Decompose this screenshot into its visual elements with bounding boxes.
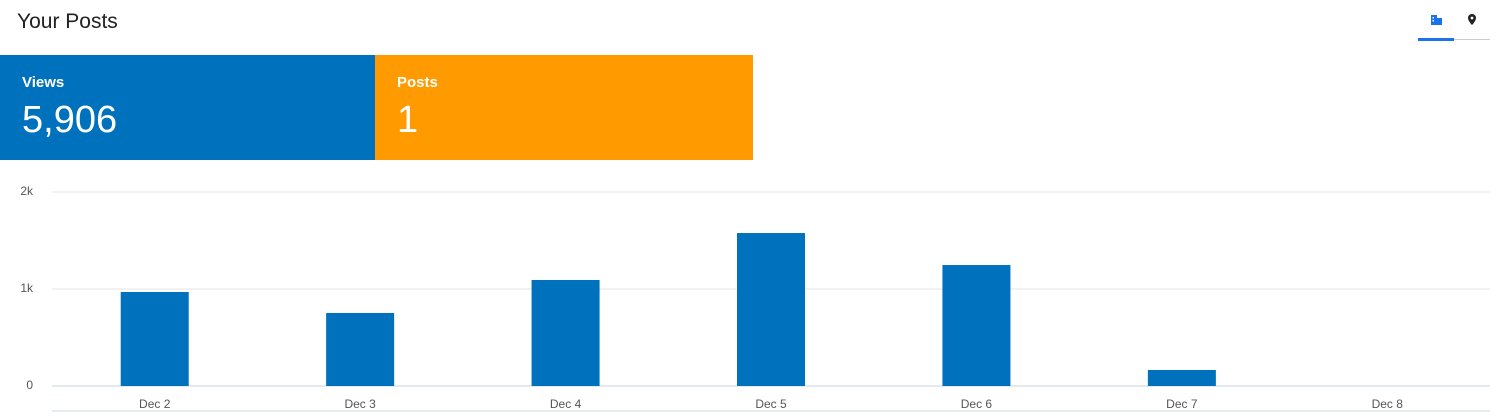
y-tick-label: 0 <box>26 378 33 392</box>
stat-label: Posts <box>397 74 438 91</box>
x-tick-label: Dec 7 <box>1166 397 1198 411</box>
views-card: Views 5,906 <box>0 55 375 160</box>
y-tick-label: 1k <box>20 281 34 295</box>
y-tick-label: 2k <box>20 184 34 198</box>
stat-label: Views <box>22 74 65 91</box>
bar <box>531 279 600 386</box>
x-tick-label: Dec 8 <box>1372 397 1404 411</box>
bar <box>326 312 395 386</box>
stat-value: 5,906 <box>22 99 118 141</box>
bar <box>737 233 805 386</box>
view-tabs <box>1418 8 1490 41</box>
chart: 0 1k 2k Dec 2 Dec 3 Dec 4 Dec 5 Dec 6 Dec 7 Dec 8 <box>20 184 1490 412</box>
chart-icon <box>1431 15 1442 25</box>
x-tick-label: Dec 2 <box>139 397 171 411</box>
map-tab[interactable] <box>1454 8 1490 38</box>
x-tick-label: Dec 5 <box>755 397 787 411</box>
posts-card: Posts 1 <box>375 55 753 160</box>
bar <box>120 292 189 386</box>
x-tick-label: Dec 4 <box>550 397 582 411</box>
page-title: Your Posts <box>17 10 118 33</box>
chart-tab[interactable] <box>1418 8 1454 41</box>
pin-icon <box>1468 14 1476 25</box>
x-tick-label: Dec 6 <box>961 397 993 411</box>
x-tick-label: Dec 3 <box>344 397 376 411</box>
stat-value: 1 <box>397 99 419 141</box>
bar <box>1147 369 1216 386</box>
bar <box>942 265 1011 386</box>
